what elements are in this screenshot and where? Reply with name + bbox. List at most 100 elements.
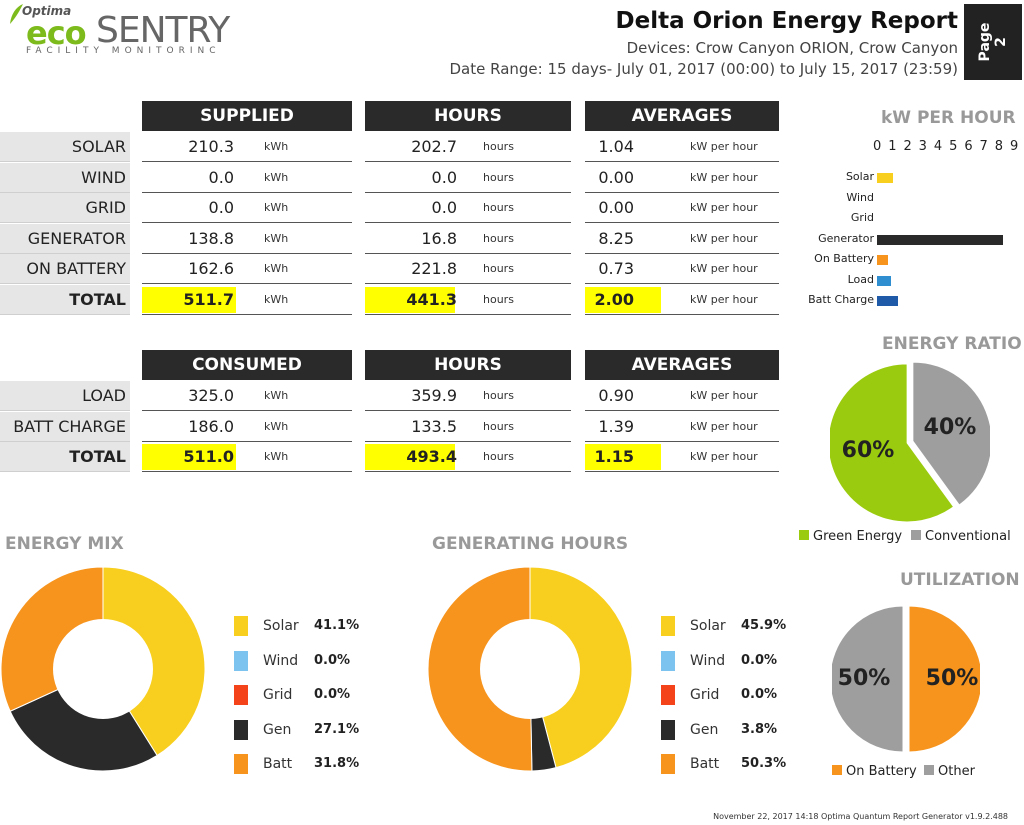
logo-optima: Optima	[22, 4, 72, 18]
supplied-value: 0.0	[208, 167, 234, 187]
supplied-unit: kWh	[264, 231, 289, 245]
total-highlight	[142, 286, 236, 313]
supplied-cell-avg: 2.00 kW per hour	[585, 285, 779, 315]
supplied-cell-hours: 0.0 hours	[365, 193, 571, 223]
logo-sentry: SENTRY	[96, 10, 230, 51]
consumed-cell-hours: 133.5 hours	[365, 412, 571, 442]
kw-category-label: Solar	[845, 170, 874, 183]
consumed-unit: hours	[483, 419, 514, 433]
kw-category-label: Grid	[850, 211, 874, 224]
legend-label: Gen	[263, 721, 292, 738]
legend-item-conventional: Conventional	[911, 529, 1011, 544]
consumed-cell-consumed: 511.0 kWh	[142, 442, 352, 472]
supplied-unit: kWh	[264, 201, 289, 214]
legend-value: 0.0%	[314, 652, 351, 668]
generating-hours-title: GENERATING HOURS	[432, 534, 629, 554]
kw-axis-tick: 4	[933, 139, 943, 154]
consumed-value: 0.90	[598, 386, 634, 405]
supplied-unit: hours	[483, 231, 514, 245]
supplied-header-hours: HOURS	[365, 101, 571, 131]
kw-axis-tick: 0	[873, 139, 882, 154]
supplied-unit: kWh	[264, 292, 289, 306]
energy-ratio-value-label: 60%	[842, 438, 895, 463]
legend-value: 0.0%	[741, 652, 778, 668]
supplied-header-averages: AVERAGES	[585, 101, 779, 131]
legend-value: 50.3%	[741, 756, 787, 771]
kw-category-label: Wind	[846, 190, 874, 204]
generating-hours-hole	[480, 619, 580, 719]
legend-label: Grid	[263, 687, 293, 703]
legend-label: Conventional	[925, 529, 1011, 544]
supplied-cell-supplied: 210.3 kWh	[142, 132, 352, 162]
utilization-slice-on-battery	[908, 605, 980, 753]
consumed-cell-consumed: 325.0 kWh	[142, 381, 352, 411]
legend-item-other: Other	[924, 764, 975, 779]
total-highlight	[142, 444, 236, 470]
consumed-unit: hours	[483, 450, 514, 463]
supplied-row-label: TOTAL	[0, 284, 130, 315]
supplied-cell-supplied: 0.0 kWh	[142, 163, 352, 193]
utilization-slice-other	[832, 605, 904, 753]
supplied-unit: kW per hour	[690, 140, 758, 153]
consumed-cell-hours: 493.4 hours	[365, 442, 571, 472]
legend-label: Wind	[690, 652, 726, 669]
supplied-cell-avg: 1.04 kW per hour	[585, 132, 779, 162]
total-highlight	[585, 444, 661, 470]
supplied-unit: kWh	[264, 140, 289, 153]
kw-category-label: Batt Charge	[808, 293, 874, 306]
supplied-unit: kW per hour	[690, 231, 758, 245]
legend-swatch	[911, 530, 921, 540]
supplied-value: 0.0	[431, 198, 457, 217]
supplied-row-label: GENERATOR	[0, 223, 130, 254]
kw-axis-tick: 1	[888, 139, 897, 154]
supplied-unit: kW per hour	[690, 292, 758, 306]
energy-ratio-pie: 60% 40%	[830, 362, 990, 522]
total-highlight	[365, 286, 455, 313]
supplied-row-label: ON BATTERY	[0, 254, 130, 284]
supplied-value: 221.8	[411, 259, 457, 278]
supplied-cell-avg: 0.73 kW per hour	[585, 254, 779, 284]
consumed-unit: hours	[483, 389, 514, 402]
consumed-value: 1.15	[594, 447, 634, 466]
total-highlight	[585, 286, 661, 313]
consumed-row-label: LOAD	[0, 381, 130, 411]
supplied-value: 162.6	[188, 259, 234, 278]
consumed-value: 511.0	[183, 447, 234, 466]
footer-text: November 22, 2017 14:18 Optima Quantum R…	[713, 812, 1008, 821]
legend-swatch-wind	[234, 650, 248, 671]
total-highlight	[365, 444, 455, 470]
consumed-value: 325.0	[188, 386, 234, 405]
energy-ratio-title: ENERGY RATIO	[882, 334, 1022, 354]
kw-bar-on-battery	[877, 255, 889, 265]
kw-category-label: Load	[847, 272, 874, 286]
supplied-cell-hours: 202.7 hours	[365, 132, 571, 162]
supplied-value: 138.8	[188, 228, 234, 248]
legend-swatch-grid	[661, 685, 675, 705]
legend-value: 27.1%	[314, 721, 360, 737]
consumed-header-averages: AVERAGES	[585, 350, 779, 380]
generating-hours-slice-batt	[427, 566, 533, 772]
generating-hours-donut	[427, 566, 633, 772]
legend-item-on-battery: On Battery	[832, 764, 917, 779]
supplied-value: 441.3	[406, 289, 457, 309]
legend-value: 45.9%	[741, 618, 787, 633]
legend-label: Batt	[263, 756, 293, 772]
supplied-cell-hours: 441.3 hours	[365, 285, 571, 315]
consumed-value: 1.39	[598, 416, 634, 436]
legend-value: 31.8%	[314, 756, 360, 771]
supplied-unit: hours	[483, 201, 514, 214]
consumed-value: 493.4	[406, 447, 457, 466]
supplied-cell-avg: 8.25 kW per hour	[585, 224, 779, 254]
kw-bar-generator	[877, 234, 1003, 245]
leaf-icon	[10, 4, 23, 24]
consumed-value: 359.9	[411, 386, 457, 405]
consumed-header-hours: HOURS	[365, 350, 571, 380]
consumed-unit: kWh	[264, 389, 289, 402]
consumed-unit: kWh	[264, 419, 289, 433]
legend-value: 3.8%	[741, 721, 778, 737]
kw-axis-tick: 3	[918, 139, 927, 154]
legend-swatch-gen	[661, 719, 675, 740]
consumed-unit: kW per hour	[690, 389, 758, 402]
utilization-value-label: 50%	[926, 666, 979, 691]
supplied-unit: kW per hour	[690, 201, 758, 214]
